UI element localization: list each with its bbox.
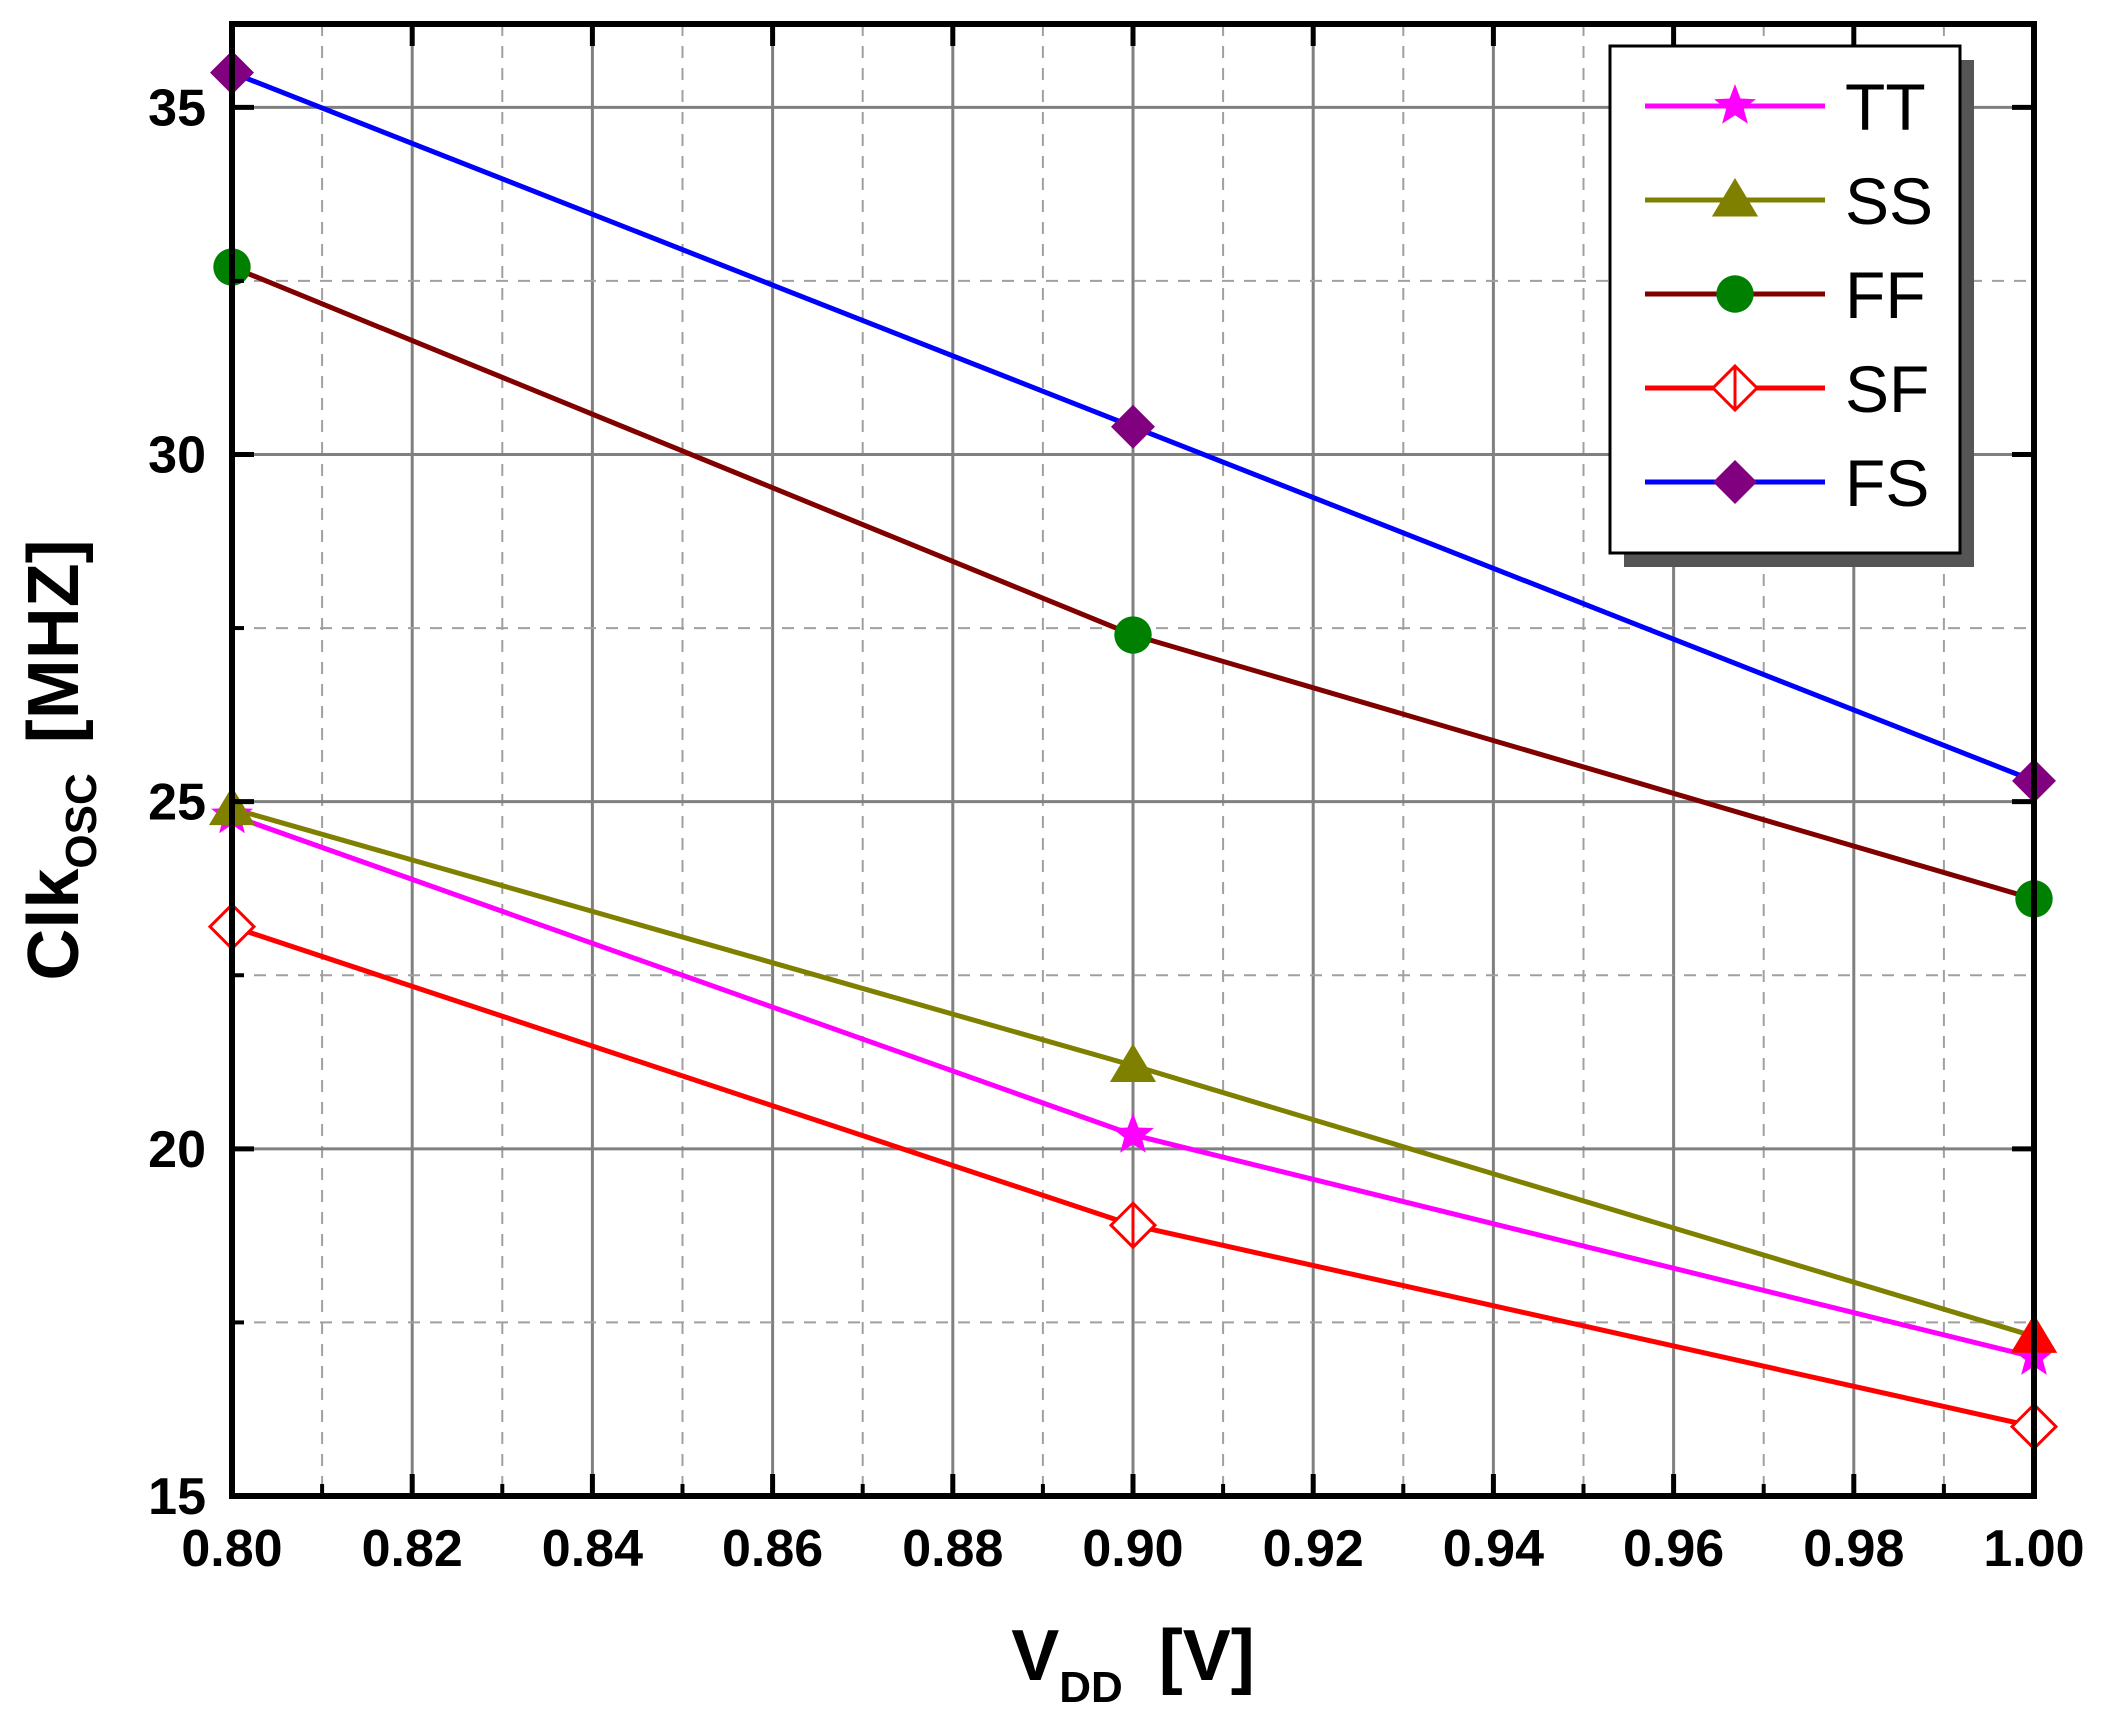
legend-marker [1711,178,1759,217]
axis-ticks [229,24,2037,1499]
marker-ss [1109,1043,1157,1083]
y-tick-labels: 15 20 25 30 35 [148,79,206,1526]
x-tick-label: 0.94 [1443,1520,1544,1578]
x-tick-label: 1.00 [1983,1520,2084,1578]
y-axis-title: ClkOSC [MHZ] [14,539,106,980]
legend-item-ss: SS [1645,164,1933,238]
legend-marker [1714,84,1756,124]
y-tick-label: 15 [148,1468,206,1526]
x-tick-label: 0.86 [722,1520,823,1578]
legend-marker [1716,275,1754,313]
x-tick-label: 0.90 [1082,1520,1183,1578]
x-tick-label: 0.96 [1623,1520,1724,1578]
legend-item-sf: SF [1645,352,1929,426]
y-tick-label: 30 [148,426,206,484]
x-tick-label: 0.98 [1803,1520,1904,1578]
x-tick-label: 0.88 [902,1520,1003,1578]
marker-fs [1111,404,1155,449]
legend-label: TT [1845,70,1926,144]
legend-label: SS [1845,164,1933,238]
y-tick-label: 35 [148,79,206,137]
legend-items: TT SS FF SF FS [1645,70,1933,520]
legend-label: SF [1845,352,1929,426]
x-axis-title: VDD [V] [1011,1616,1255,1712]
x-tick-label: 0.92 [1263,1520,1364,1578]
legend-item-ff: FF [1645,258,1926,332]
x-tick-labels: 0.80 0.82 0.84 0.86 0.88 0.90 0.92 0.94 0.96 0.98… [181,1520,2084,1578]
legend-box [1608,44,1962,555]
legend-label: FF [1845,258,1926,332]
y-axis-title-sub: OSC [57,773,106,868]
x-axis-title-sub: DD [1059,1663,1123,1712]
legend-marker [1713,460,1757,504]
x-axis-title-main: V [1011,1616,1059,1696]
x-tick-label: 0.84 [542,1520,643,1578]
marker-ff [1114,616,1152,654]
x-tick-label: 0.82 [362,1520,463,1578]
y-axis-title-unit: [MHZ] [14,539,94,743]
marker-tt [1112,1112,1154,1153]
y-tick-label: 20 [148,1121,206,1179]
y-axis-title-main: Clk [14,868,94,981]
legend-label: FS [1845,446,1929,520]
legend: TT SS FF SF FS [1608,44,1974,567]
x-tick-label: 0.80 [181,1520,282,1578]
legend-item-tt: TT [1645,70,1926,144]
y-tick-label: 25 [148,774,206,832]
x-axis-title-unit: [V] [1159,1616,1255,1696]
legend-item-fs: FS [1645,446,1929,520]
